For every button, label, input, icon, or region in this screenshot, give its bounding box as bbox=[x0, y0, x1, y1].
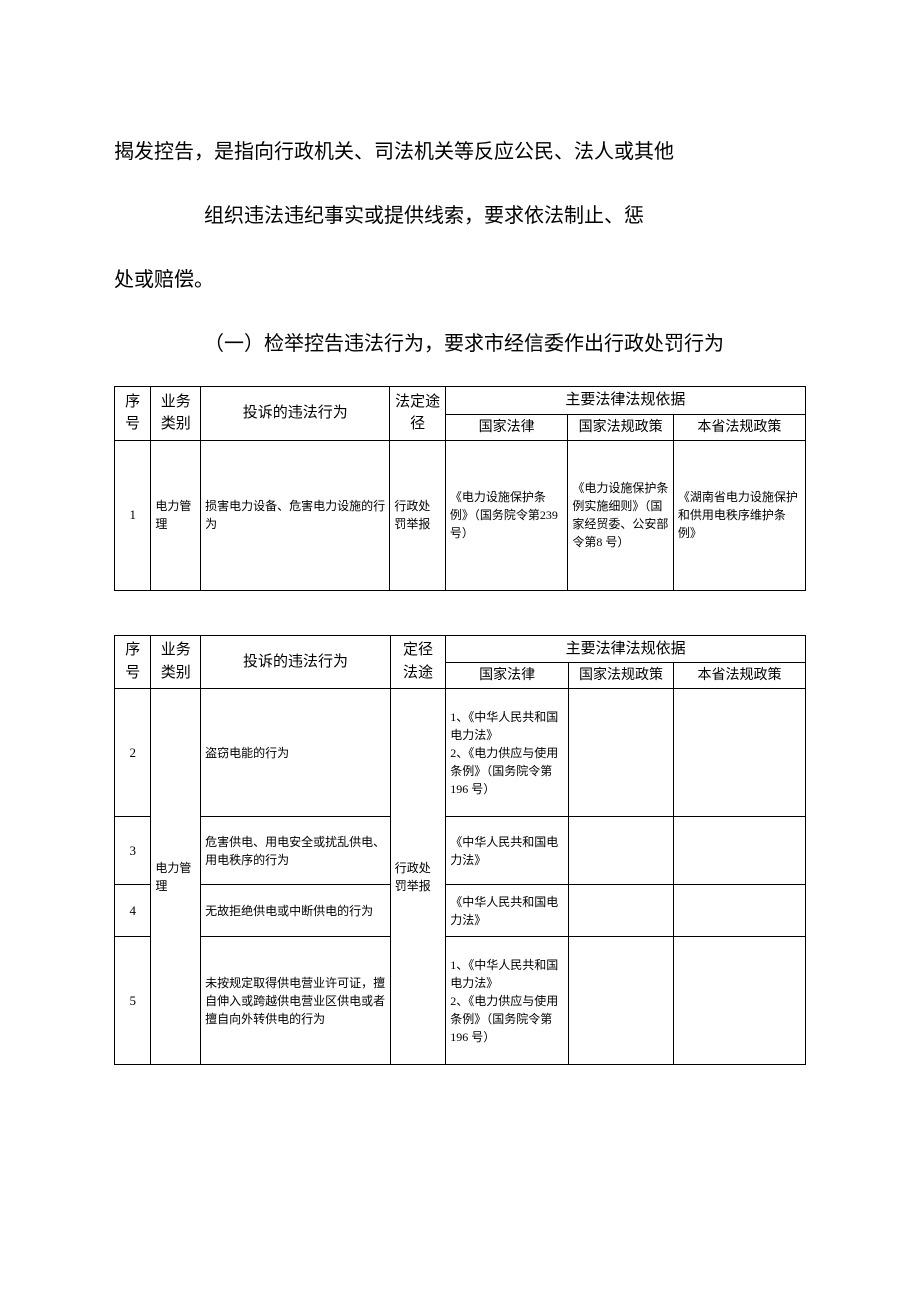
col-law-province: 本省法规政策 bbox=[674, 663, 806, 689]
cell-violation: 损害电力设备、危害电力设施的行为 bbox=[201, 440, 390, 590]
intro-line-3: 处或赔偿。 bbox=[114, 258, 806, 302]
col-seq: 序号 bbox=[115, 635, 151, 689]
cell-route: 行政处罚举报 bbox=[390, 440, 445, 590]
cell-violation: 盗窃电能的行为 bbox=[201, 689, 391, 817]
cell-law-policy bbox=[569, 689, 674, 817]
cell-law-national: 1、《中华人民共和国电力法》 2、《电力供应与使用条例》（国务院令第 196 号… bbox=[446, 689, 569, 817]
cell-violation: 未按规定取得供电营业许可证，擅自伸入或跨越供电营业区供电或者擅自向外转供电的行为 bbox=[201, 937, 391, 1065]
col-law-policy: 国家法规政策 bbox=[569, 663, 674, 689]
cell-law-policy: 《电力设施保护条例实施细则》（国家经贸委、公安部令第8 号） bbox=[568, 440, 673, 590]
cell-law-province bbox=[674, 937, 806, 1065]
col-law-policy: 国家法规政策 bbox=[568, 414, 673, 440]
cell-law-national: 1、《中华人民共和国电力法》 2、《电力供应与使用条例》（国务院令第 196 号… bbox=[446, 937, 569, 1065]
table-row: 2 电力管理 盗窃电能的行为 行政处罚举报 1、《中华人民共和国电力法》 2、《… bbox=[115, 689, 806, 817]
col-law-province: 本省法规政策 bbox=[673, 414, 805, 440]
cell-route: 行政处罚举报 bbox=[390, 689, 446, 1065]
col-violation: 投诉的违法行为 bbox=[201, 635, 391, 689]
section-heading: （一）检举控告违法行为，要求市经信委作出行政处罚行为 bbox=[114, 322, 806, 366]
cell-seq: 4 bbox=[115, 885, 151, 937]
col-biz: 业务类别 bbox=[151, 387, 201, 441]
cell-seq: 3 bbox=[115, 817, 151, 885]
table-2: 序号 业务类别 投诉的违法行为 定径 法途 主要法律法规依据 国家法律 国家法规… bbox=[114, 635, 806, 1066]
col-biz: 业务类别 bbox=[151, 635, 201, 689]
cell-law-national: 《中华人民共和国电力法》 bbox=[446, 885, 569, 937]
cell-seq: 2 bbox=[115, 689, 151, 817]
table-1: 序号 业务类别 投诉的违法行为 法定途径 主要法律法规依据 国家法律 国家法规政… bbox=[114, 386, 806, 591]
cell-seq: 1 bbox=[115, 440, 151, 590]
col-violation: 投诉的违法行为 bbox=[201, 387, 390, 441]
cell-law-national: 《中华人民共和国电力法》 bbox=[446, 817, 569, 885]
col-seq: 序号 bbox=[115, 387, 151, 441]
intro-line-1: 揭发控告，是指向行政机关、司法机关等反应公民、法人或其他 bbox=[114, 130, 806, 174]
cell-law-policy bbox=[569, 937, 674, 1065]
cell-biz: 电力管理 bbox=[151, 440, 201, 590]
cell-violation: 危害供电、用电安全或扰乱供电、用电秩序的行为 bbox=[201, 817, 391, 885]
intro-line-2: 组织违法违纪事实或提供线索，要求依法制止、惩 bbox=[114, 194, 806, 238]
route-part-a: 定径 bbox=[403, 642, 433, 658]
cell-law-policy bbox=[569, 885, 674, 937]
cell-law-national: 《电力设施保护条例》（国务院令第239 号） bbox=[445, 440, 568, 590]
cell-law-province bbox=[674, 817, 806, 885]
cell-law-province bbox=[674, 689, 806, 817]
table-row: 3 危害供电、用电安全或扰乱供电、用电秩序的行为 《中华人民共和国电力法》 bbox=[115, 817, 806, 885]
cell-law-province bbox=[674, 885, 806, 937]
col-basis: 主要法律法规依据 bbox=[446, 635, 806, 663]
cell-law-policy bbox=[569, 817, 674, 885]
table-row: 序号 业务类别 投诉的违法行为 法定途径 主要法律法规依据 bbox=[115, 387, 806, 415]
table-row: 4 无故拒绝供电或中断供电的行为 《中华人民共和国电力法》 bbox=[115, 885, 806, 937]
table-row: 5 未按规定取得供电营业许可证，擅自伸入或跨越供电营业区供电或者擅自向外转供电的… bbox=[115, 937, 806, 1065]
cell-law-province: 《湖南省电力设施保护和供用电秩序维护条例》 bbox=[673, 440, 805, 590]
col-route: 定径 法途 bbox=[390, 635, 446, 689]
table-row: 1 电力管理 损害电力设备、危害电力设施的行为 行政处罚举报 《电力设施保护条例… bbox=[115, 440, 806, 590]
col-law-national: 国家法律 bbox=[445, 414, 568, 440]
cell-violation: 无故拒绝供电或中断供电的行为 bbox=[201, 885, 391, 937]
col-route: 法定途径 bbox=[390, 387, 445, 441]
route-part-b: 法途 bbox=[403, 665, 433, 681]
col-basis: 主要法律法规依据 bbox=[445, 387, 805, 415]
cell-seq: 5 bbox=[115, 937, 151, 1065]
table-row: 序号 业务类别 投诉的违法行为 定径 法途 主要法律法规依据 bbox=[115, 635, 806, 663]
col-law-national: 国家法律 bbox=[446, 663, 569, 689]
cell-biz: 电力管理 bbox=[151, 689, 201, 1065]
